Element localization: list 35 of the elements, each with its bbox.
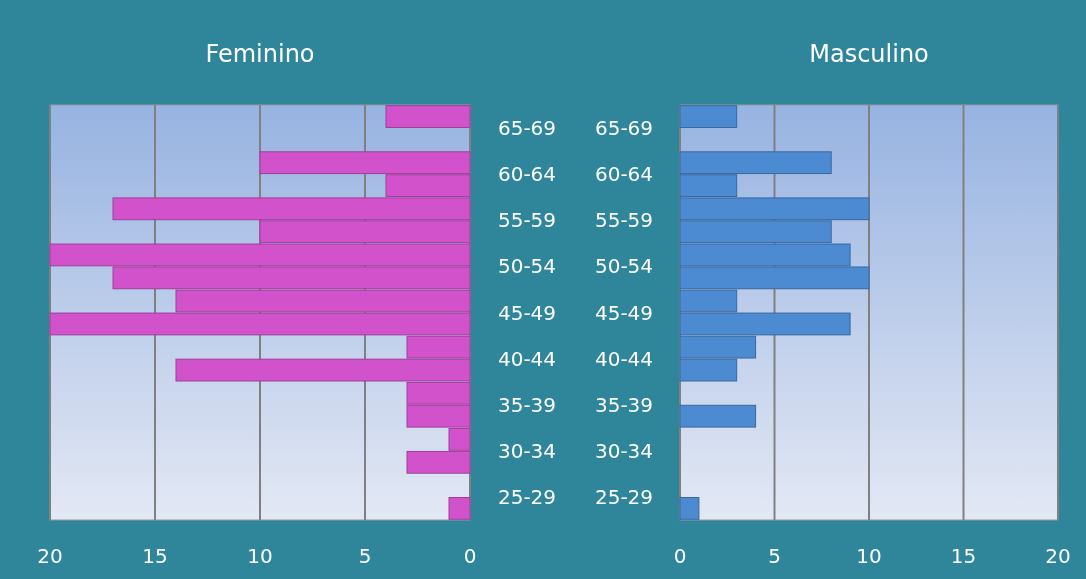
y-tick-label: 40-44 (497, 346, 557, 371)
x-tick-label: 15 (142, 544, 168, 568)
x-tick-label: 0 (463, 544, 477, 568)
y-tick-label: 35-39 (594, 392, 654, 417)
x-tick-label: 5 (358, 544, 372, 568)
y-tick-label: 65-69 (497, 116, 557, 141)
x-tick-label: 20 (37, 544, 63, 568)
bar (679, 105, 738, 128)
chart-title: Feminino (205, 40, 315, 68)
chart-title: Masculino (809, 40, 929, 68)
y-tick-label: 35-39 (497, 392, 557, 417)
y-tick-label: 30-34 (497, 438, 557, 463)
x-tick-label: 0 (673, 544, 687, 568)
x-tick-label: 20 (1045, 544, 1071, 568)
y-tick-label: 55-59 (594, 208, 654, 233)
y-tick-label: 30-34 (594, 438, 654, 463)
y-tick-label: 55-59 (497, 208, 557, 233)
x-tick-label: 10 (856, 544, 882, 568)
bar (679, 497, 700, 520)
y-tick-label: 60-64 (497, 162, 557, 187)
x-tick-label: 15 (950, 544, 977, 568)
y-tick-label: 50-54 (594, 254, 654, 279)
bar (679, 404, 757, 428)
bar (448, 497, 471, 520)
y-tick-label: 25-29 (497, 484, 557, 509)
y-tick-label: 45-49 (594, 300, 654, 325)
bar (385, 105, 471, 128)
x-tick-label: 10 (247, 544, 273, 568)
y-tick-label: 40-44 (594, 346, 654, 371)
y-tick-label: 65-69 (594, 116, 654, 141)
y-tick-label: 50-54 (497, 254, 557, 279)
y-tick-label: 45-49 (497, 300, 557, 325)
y-tick-label: 25-29 (594, 484, 654, 509)
x-tick-label: 5 (768, 544, 781, 568)
y-tick-label: 60-64 (594, 162, 654, 187)
